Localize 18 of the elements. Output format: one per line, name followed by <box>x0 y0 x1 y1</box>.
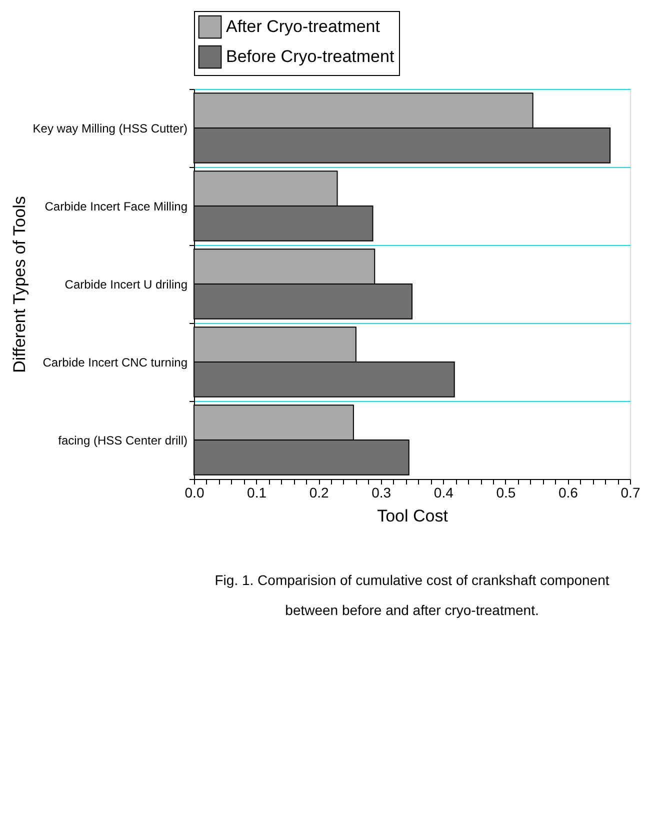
x-tick-label: 0.1 <box>247 484 267 500</box>
x-tick-label: 0.5 <box>496 484 516 500</box>
x-tick-label: 0.7 <box>620 484 640 500</box>
y-tick-label: Carbide Incert CNC turning <box>42 356 188 370</box>
caption: Fig. 1. Comparision of cumulative cost of crankshaft component between before and after cryo-treatment. <box>214 572 610 618</box>
y-tick-label: Carbide Incert Face Milling <box>44 200 188 214</box>
y-tick-label: facing (HSS Center drill) <box>58 434 188 448</box>
y-tick-label: Carbide Incert U driling <box>64 278 188 292</box>
legend-label: Before Cryo-treatment <box>226 47 394 66</box>
x-tick-label: 0.4 <box>434 484 454 500</box>
x-tick-label: 0.3 <box>372 484 392 500</box>
y-axis-title: Different Types of Tools <box>10 196 29 373</box>
x-tick-label: 0.0 <box>184 484 204 500</box>
x-tick-label: 0.6 <box>558 484 578 500</box>
x-axis-title: Tool Cost <box>377 506 448 526</box>
x-tick-label: 0.2 <box>309 484 330 500</box>
legend-label: After Cryo-treatment <box>226 17 380 36</box>
y-tick-label: Key way Milling (HSS Cutter) <box>32 122 188 136</box>
